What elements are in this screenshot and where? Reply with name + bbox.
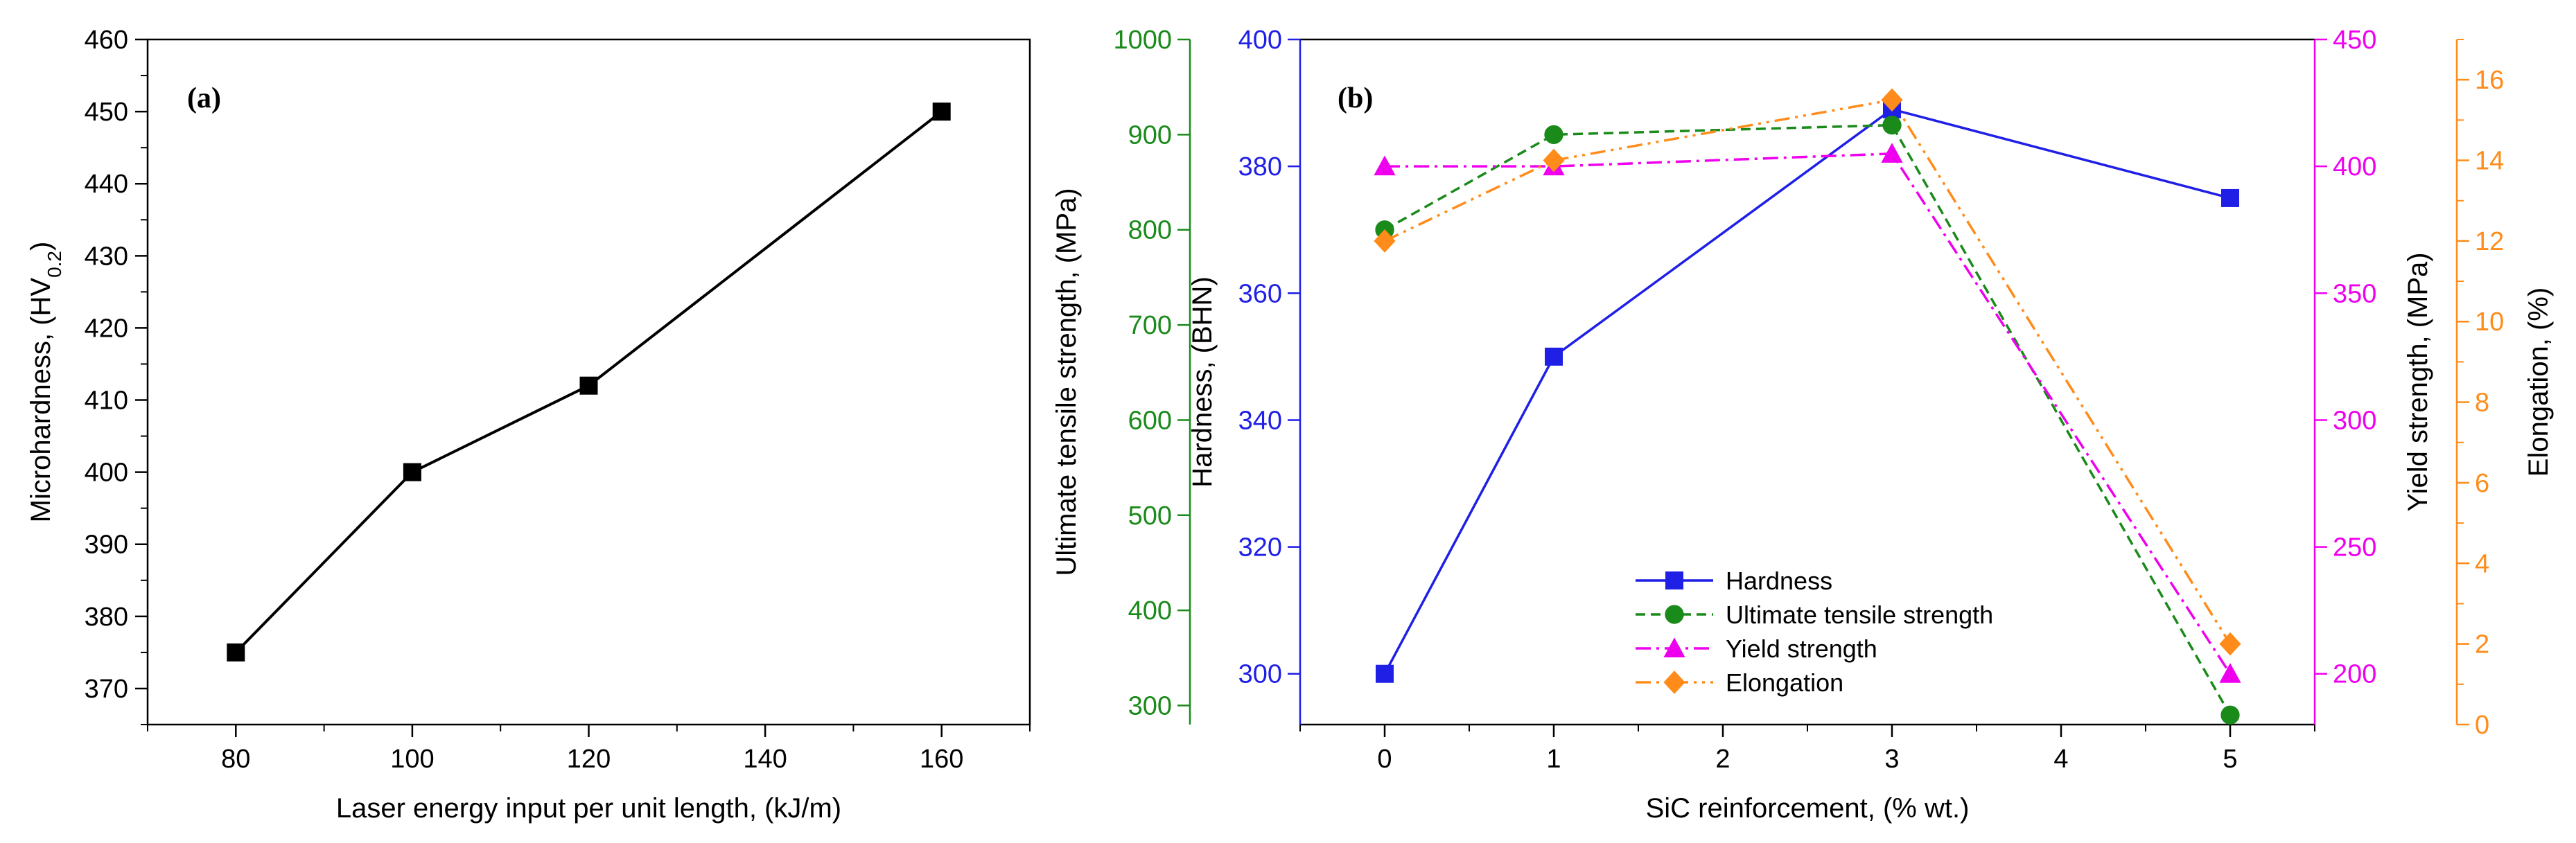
axis-uts-tick-label-500: 500 bbox=[1128, 502, 1172, 531]
data-point-ultimate-tensile-strength-1 bbox=[1544, 125, 1563, 145]
axis-uts-tick-label-800: 800 bbox=[1128, 216, 1172, 245]
y-tick-label-410: 410 bbox=[85, 387, 128, 416]
axis-elongation-tick-label-8: 8 bbox=[2475, 389, 2489, 418]
b-x-tick-label-3: 3 bbox=[1884, 745, 1899, 774]
axis-yield-tick-label-250: 250 bbox=[2333, 533, 2376, 562]
y-tick-label-460: 460 bbox=[85, 26, 128, 55]
b-x-tick-label-5: 5 bbox=[2223, 745, 2237, 774]
panel-a: 80 100 120 140 160 370 380 390 400 410 420 430 440 45… bbox=[26, 26, 1031, 824]
data-point-elongation-5 bbox=[2219, 632, 2241, 656]
axis-hardness-tick-label-380: 380 bbox=[1238, 152, 1282, 181]
data-point-yield-strength-5 bbox=[2219, 663, 2241, 683]
legend-marker-yield-strength bbox=[1663, 637, 1685, 657]
x-axis-label: Laser energy input per unit length, (kJ/… bbox=[336, 793, 841, 824]
data-point-hardness-0 bbox=[1376, 664, 1394, 683]
legend-label-yield-strength: Yield strength bbox=[1726, 635, 1877, 663]
data-point-yield-strength-3 bbox=[1881, 143, 1903, 163]
series-line-ultimate-tensile-strength bbox=[1384, 123, 2232, 716]
axis-uts-tick-label-900: 900 bbox=[1128, 121, 1172, 150]
x-tick-label-120: 120 bbox=[567, 745, 611, 774]
data-point-elongation-3 bbox=[1881, 88, 1903, 112]
panel-label-a: (a) bbox=[187, 82, 221, 114]
axis-yield-tick-label-350: 350 bbox=[2333, 279, 2376, 308]
axis-yield-tick-label-200: 200 bbox=[2333, 660, 2376, 689]
legend-label-ultimate-tensile-strength: Ultimate tensile strength bbox=[1726, 601, 1993, 629]
axis-hardness-tick-label-360: 360 bbox=[1238, 279, 1282, 308]
axis-elongation-tick-label-0: 0 bbox=[2475, 711, 2489, 740]
axis-uts-tick-label-1000: 1000 bbox=[1113, 26, 1172, 55]
x-tick-label-100: 100 bbox=[390, 745, 434, 774]
data-point-elongation-0 bbox=[1374, 229, 1396, 253]
b-x-tick-label-1: 1 bbox=[1546, 745, 1561, 774]
data-point-elongation-1 bbox=[1543, 148, 1565, 172]
axis-elongation-tick-label-14: 14 bbox=[2475, 147, 2504, 176]
data-point-microhardness-160 bbox=[932, 103, 951, 121]
data-point-microhardness-80 bbox=[227, 643, 245, 662]
y-tick-label-390: 390 bbox=[85, 531, 128, 560]
series-line-microhardness bbox=[234, 110, 943, 654]
axis-yield-title: Yield strength, (MPa) bbox=[2403, 252, 2433, 511]
axis-hardness-title: Hardness, (BHN) bbox=[1187, 276, 1218, 488]
legend-marker-ultimate-tensile-strength bbox=[1665, 605, 1684, 624]
axis-uts-tick-label-700: 700 bbox=[1128, 311, 1172, 340]
axis-hardness-tick-label-320: 320 bbox=[1238, 533, 1282, 562]
b-x-tick-label-0: 0 bbox=[1377, 745, 1392, 774]
axis-elongation-tick-label-16: 16 bbox=[2475, 66, 2504, 95]
y-tick-label-420: 420 bbox=[85, 314, 128, 343]
axis-yield-tick-label-450: 450 bbox=[2333, 26, 2376, 55]
legend-label-elongation: Elongation bbox=[1726, 668, 1843, 697]
y-tick-label-370: 370 bbox=[85, 675, 128, 704]
data-point-hardness-1 bbox=[1545, 347, 1563, 366]
b-x-tick-label-4: 4 bbox=[2053, 745, 2068, 774]
axis-elongation-tick-label-10: 10 bbox=[2475, 308, 2504, 337]
axis-yield-tick-label-300: 300 bbox=[2333, 406, 2376, 435]
axis-elongation-tick-label-2: 2 bbox=[2475, 630, 2489, 659]
axis-yield-tick-label-400: 400 bbox=[2333, 152, 2376, 181]
axis-elongation-title: Elongation, (%) bbox=[2523, 287, 2554, 477]
y-tick-label-430: 430 bbox=[85, 242, 128, 271]
b-x-axis-label: SiC reinforcement, (% wt.) bbox=[1646, 793, 1970, 824]
data-point-microhardness-120 bbox=[579, 376, 598, 395]
series-line-hardness bbox=[1383, 107, 2231, 675]
data-point-hardness-5 bbox=[2221, 188, 2239, 207]
legend-marker-hardness bbox=[1665, 571, 1683, 589]
axis-elongation-tick-label-12: 12 bbox=[2475, 227, 2504, 256]
data-point-yield-strength-0 bbox=[1374, 155, 1396, 176]
axis-uts-tick-label-600: 600 bbox=[1128, 406, 1172, 435]
x-tick-label-80: 80 bbox=[221, 745, 250, 774]
data-point-microhardness-100 bbox=[403, 463, 421, 481]
x-tick-label-140: 140 bbox=[743, 745, 787, 774]
data-point-ultimate-tensile-strength-3 bbox=[1882, 115, 1902, 135]
axis-elongation-tick-label-4: 4 bbox=[2475, 549, 2489, 578]
axis-uts-tick-label-300: 300 bbox=[1128, 692, 1172, 721]
axis-uts-title: Ultimate tensile strength, (MPa) bbox=[1051, 188, 1082, 576]
axis-hardness-tick-label-300: 300 bbox=[1238, 660, 1282, 689]
axis-uts-tick-label-400: 400 bbox=[1128, 596, 1172, 625]
axis-elongation-tick-label-6: 6 bbox=[2475, 469, 2489, 498]
panel-label-b: (b) bbox=[1338, 82, 1373, 114]
series-line-elongation bbox=[1384, 98, 2232, 645]
y-tick-label-440: 440 bbox=[85, 170, 128, 199]
axis-hardness-tick-label-400: 400 bbox=[1238, 26, 1282, 55]
data-point-ultimate-tensile-strength-5 bbox=[2220, 705, 2240, 725]
legend-label-hardness: Hardness bbox=[1726, 567, 1832, 595]
x-tick-label-160: 160 bbox=[920, 745, 963, 774]
axis-hardness-tick-label-340: 340 bbox=[1238, 406, 1282, 435]
y-tick-label-400: 400 bbox=[85, 459, 128, 488]
series-line-yield-strength bbox=[1385, 152, 2232, 675]
y-tick-label-450: 450 bbox=[85, 98, 128, 127]
y-tick-label-380: 380 bbox=[85, 603, 128, 632]
y-axis-label: Microhardness, (HV0.2) bbox=[26, 242, 65, 523]
legend-marker-elongation bbox=[1663, 671, 1685, 694]
b-x-tick-label-2: 2 bbox=[1715, 745, 1730, 774]
